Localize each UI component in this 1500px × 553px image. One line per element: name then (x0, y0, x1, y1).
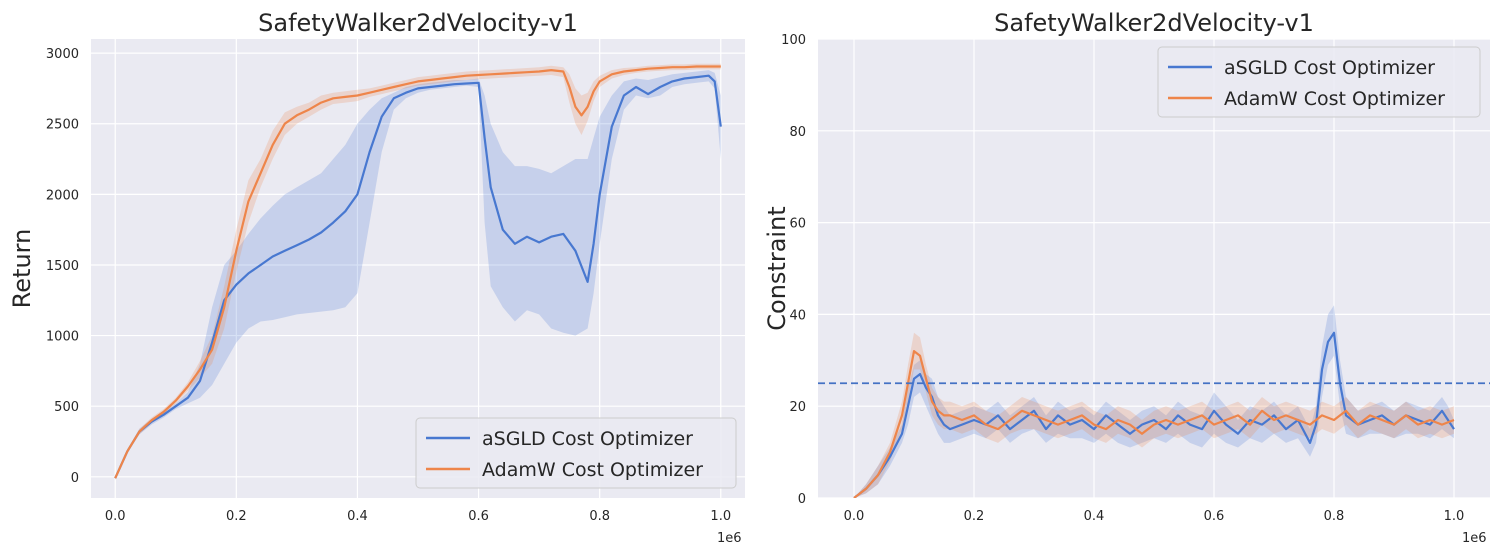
x-tick-label: 1.0 (710, 509, 731, 524)
legend: aSGLD Cost Optimizer AdamW Cost Optimizer (415, 417, 737, 489)
x-tick-label: 0.0 (105, 509, 126, 524)
y-tick-label: 2000 (46, 188, 79, 203)
y-tick-label: 1000 (46, 330, 79, 345)
chart-panel-1: 0.0 0.2 0.4 0.6 0.8 1.0 0 500 1000 1500 2000 2500 30… (8, 9, 745, 546)
legend-entry-1: aSGLD Cost Optimizer (482, 428, 693, 450)
y-tick-label: 3000 (46, 47, 79, 62)
x-tick-label: 0.8 (589, 509, 610, 524)
x-tick-label: 0.8 (1324, 509, 1345, 524)
y-tick-label: 20 (789, 400, 806, 415)
y-axis-label: Constraint (763, 206, 791, 330)
x-offset-label: 1e6 (717, 531, 742, 546)
y-tick-label: 1500 (46, 259, 79, 274)
x-tick-label: 0.0 (844, 509, 865, 524)
x-tick-label: 0.2 (226, 509, 247, 524)
series-band-2 (854, 332, 1454, 498)
x-tick-label: 0.2 (964, 509, 985, 524)
x-tick-label: 0.6 (1204, 509, 1225, 524)
y-axis-label: Return (8, 229, 36, 309)
x-tick-label: 0.4 (347, 509, 368, 524)
x-tick-label: 1.0 (1444, 509, 1465, 524)
legend-entry-2: AdamW Cost Optimizer (482, 459, 703, 481)
legend-box (415, 417, 737, 489)
series-line-2 (114, 65, 721, 479)
y-tick-label: 100 (781, 33, 806, 48)
legend-box (1157, 46, 1481, 118)
legend-entry-1: aSGLD Cost Optimizer (1224, 57, 1435, 79)
legend: aSGLD Cost Optimizer AdamW Cost Optimizer (1157, 46, 1481, 118)
y-tick-label: 40 (789, 308, 806, 323)
series-line-2 (853, 350, 1455, 498)
y-tick-label: 2500 (46, 118, 79, 133)
x-offset-label: 1e6 (1462, 531, 1487, 546)
plot-area (114, 63, 722, 480)
y-tick-label: 60 (789, 217, 806, 232)
x-tick-label: 0.6 (468, 509, 489, 524)
series-band-2 (115, 63, 721, 480)
chart-title: SafetyWalker2dVelocity-v1 (994, 9, 1314, 37)
chart-panel-2: 0.0 0.2 0.4 0.6 0.8 1.0 0 20 40 60 80 100 1e6 SafetyW… (763, 9, 1490, 546)
x-tick-label: 0.4 (1084, 509, 1105, 524)
legend-entry-2: AdamW Cost Optimizer (1224, 88, 1445, 110)
plot-area (818, 305, 1490, 498)
y-tick-label: 80 (789, 125, 806, 140)
y-tick-label: 500 (54, 400, 79, 415)
y-tick-label: 0 (71, 471, 79, 486)
y-tick-label: 0 (798, 492, 806, 507)
chart-title: SafetyWalker2dVelocity-v1 (258, 9, 578, 37)
series-line-1 (114, 74, 722, 479)
series-band-1 (115, 70, 721, 480)
